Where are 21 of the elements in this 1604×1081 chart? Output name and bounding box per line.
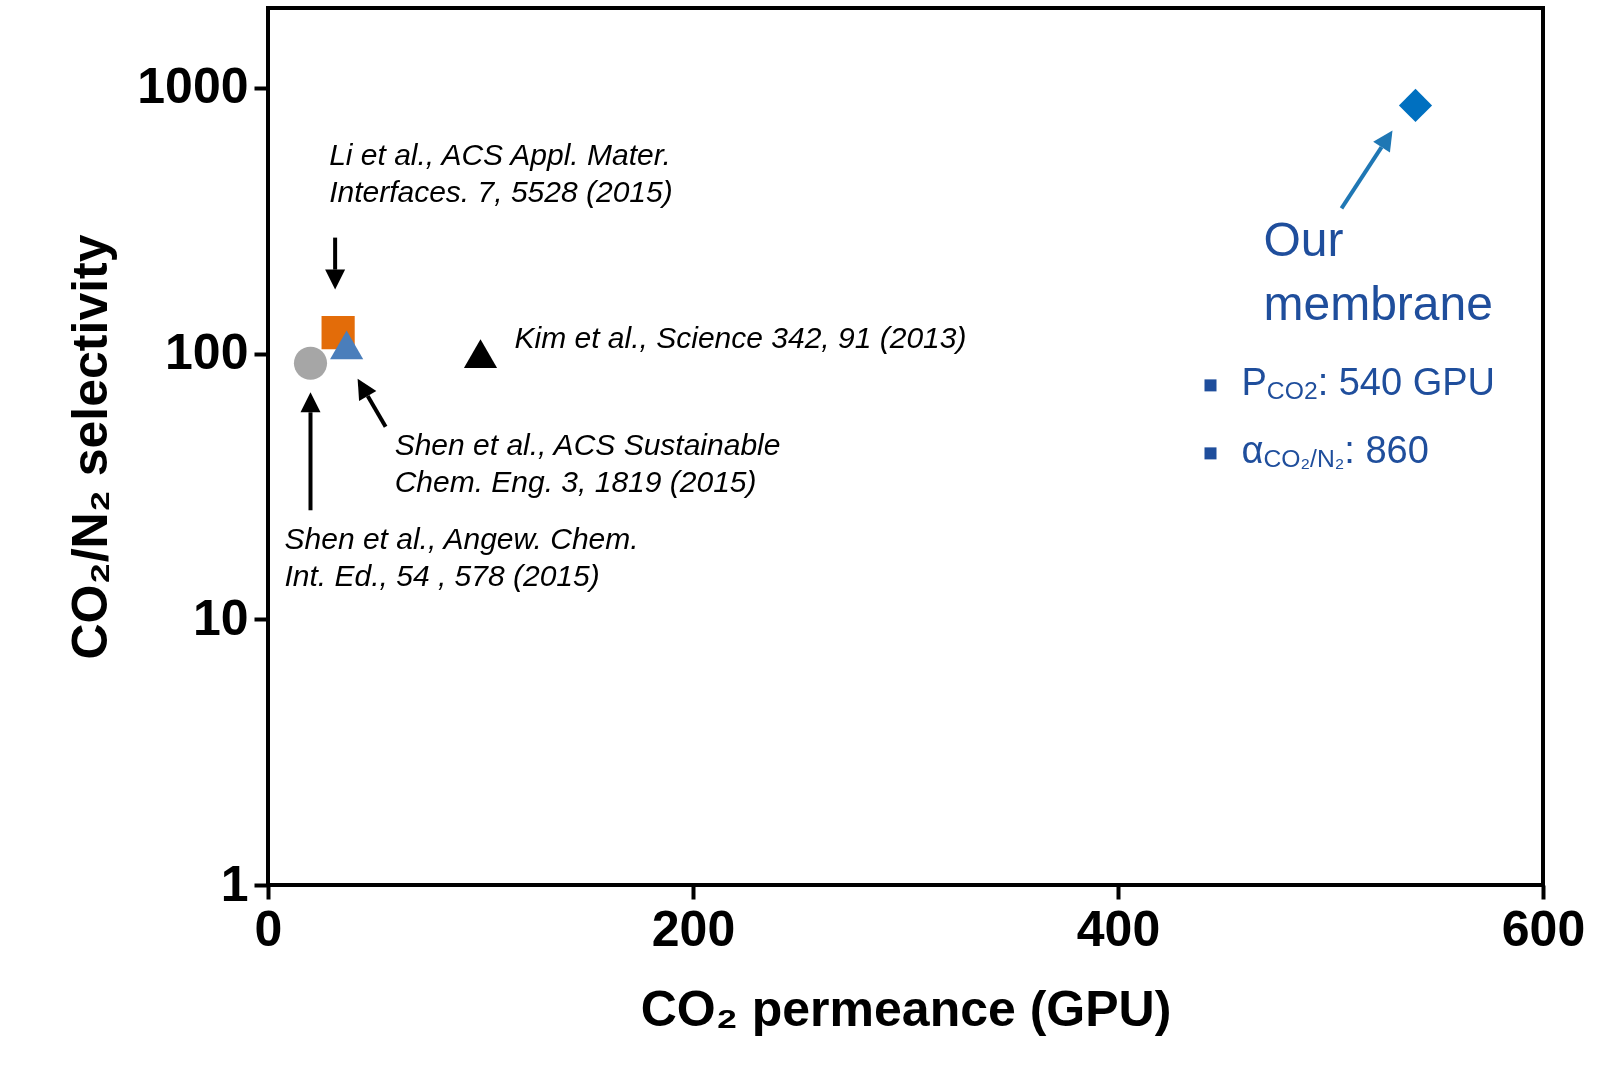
- point: [293, 346, 328, 380]
- point: [330, 330, 364, 360]
- annotation: Shen et al., Angew. Chem. Int. Ed., 54 , 578 (2015): [284, 522, 639, 593]
- annotation: α$_{CO₂/N₂}$: 860: [1241, 429, 1429, 473]
- point: [1398, 88, 1433, 122]
- annotation: P$_{CO2}$: 540 GPU: [1241, 361, 1496, 405]
- x-tick-label: 0: [254, 900, 283, 957]
- y-tick-label: 1: [220, 855, 249, 912]
- x-axis-title: CO₂ permeance (GPU): [640, 980, 1172, 1037]
- x-tick-label: 400: [1076, 900, 1161, 957]
- y-tick-label: 1000: [137, 58, 249, 115]
- annotation: Our membrane: [1263, 213, 1493, 331]
- point: [463, 339, 498, 369]
- x-tick-label: 200: [651, 900, 736, 957]
- x-tick-label: 600: [1501, 900, 1586, 957]
- y-axis-title: CO₂/N₂ selectivity: [62, 234, 119, 660]
- y-tick-label: 10: [192, 589, 249, 646]
- y-tick-label: 100: [165, 324, 249, 381]
- annotation: Li et al., ACS Appl. Mater. Interfaces. 7, 5528 (2015): [329, 137, 673, 208]
- annotation: Kim et al., Science 342, 91 (2013): [514, 320, 967, 354]
- annotation: Shen et al., ACS Sustainable Chem. Eng. 3, 1819 (2015): [394, 427, 781, 498]
